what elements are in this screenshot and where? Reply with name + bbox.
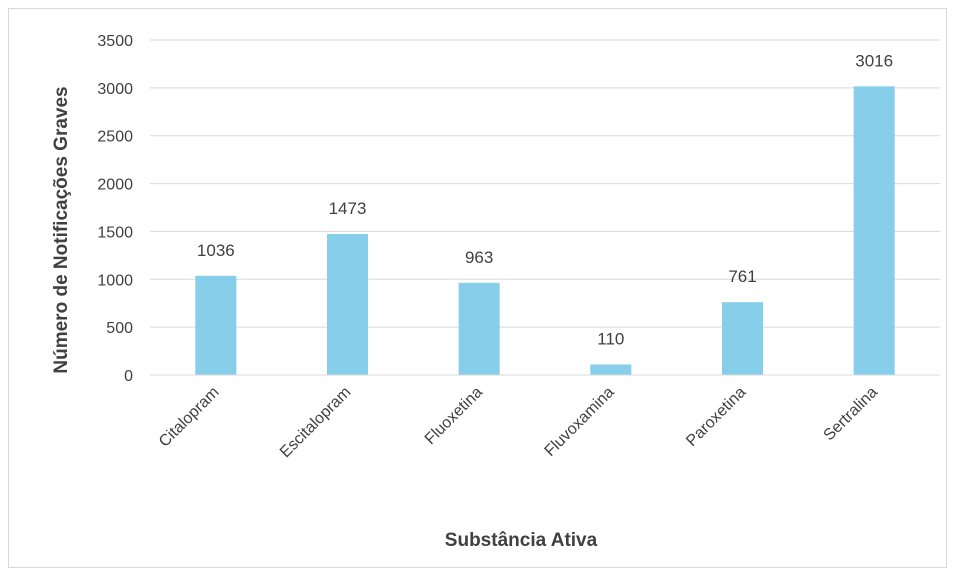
data-label: 3016	[855, 51, 893, 70]
gridlines	[150, 39, 940, 328]
x-axis-title: Substância Ativa	[445, 530, 598, 551]
bars	[195, 86, 895, 375]
data-label: 1473	[329, 199, 367, 218]
x-tick-label: Fluoxetina	[422, 384, 486, 448]
data-label: 1036	[197, 241, 235, 260]
data-label: 110	[597, 329, 624, 348]
y-axis-title: Número de Notificações Graves	[51, 86, 72, 373]
y-tick-label: 3500	[97, 33, 133, 50]
bar-citalopram	[195, 275, 237, 375]
y-tick-label: 2500	[97, 129, 133, 146]
y-tick-label: 0	[124, 368, 133, 385]
data-label: 761	[728, 267, 756, 286]
y-tick-label: 1000	[97, 272, 133, 289]
y-tick-label: 2000	[97, 177, 133, 194]
data-labels: 1036 1473 963 110 761 3016	[197, 51, 893, 348]
y-tick-label: 3000	[97, 81, 133, 98]
x-tick-label: Fluvoxamina	[542, 384, 618, 460]
x-axis-ticks: Citalopram Escitalopram Fluoxetina Fluvoxam…	[156, 384, 881, 461]
x-tick-label: Escitalopram	[277, 384, 354, 461]
x-tick-label: Sertralina	[821, 384, 882, 445]
bar-fluoxetina	[458, 282, 500, 375]
data-label: 963	[465, 248, 493, 267]
x-tick-label: Paroxetina	[683, 384, 749, 450]
bar-sertralina	[853, 86, 895, 375]
y-axis-ticks: 0 500 1000 1500 2000 2500 3000 3500	[97, 33, 133, 385]
y-tick-label: 500	[106, 320, 133, 337]
y-tick-label: 1500	[97, 224, 133, 241]
bar-paroxetina	[722, 302, 763, 375]
x-tick-label: Citalopram	[156, 384, 223, 451]
bar-fluvoxamina	[590, 364, 632, 375]
bar-escitalopram	[327, 234, 368, 375]
